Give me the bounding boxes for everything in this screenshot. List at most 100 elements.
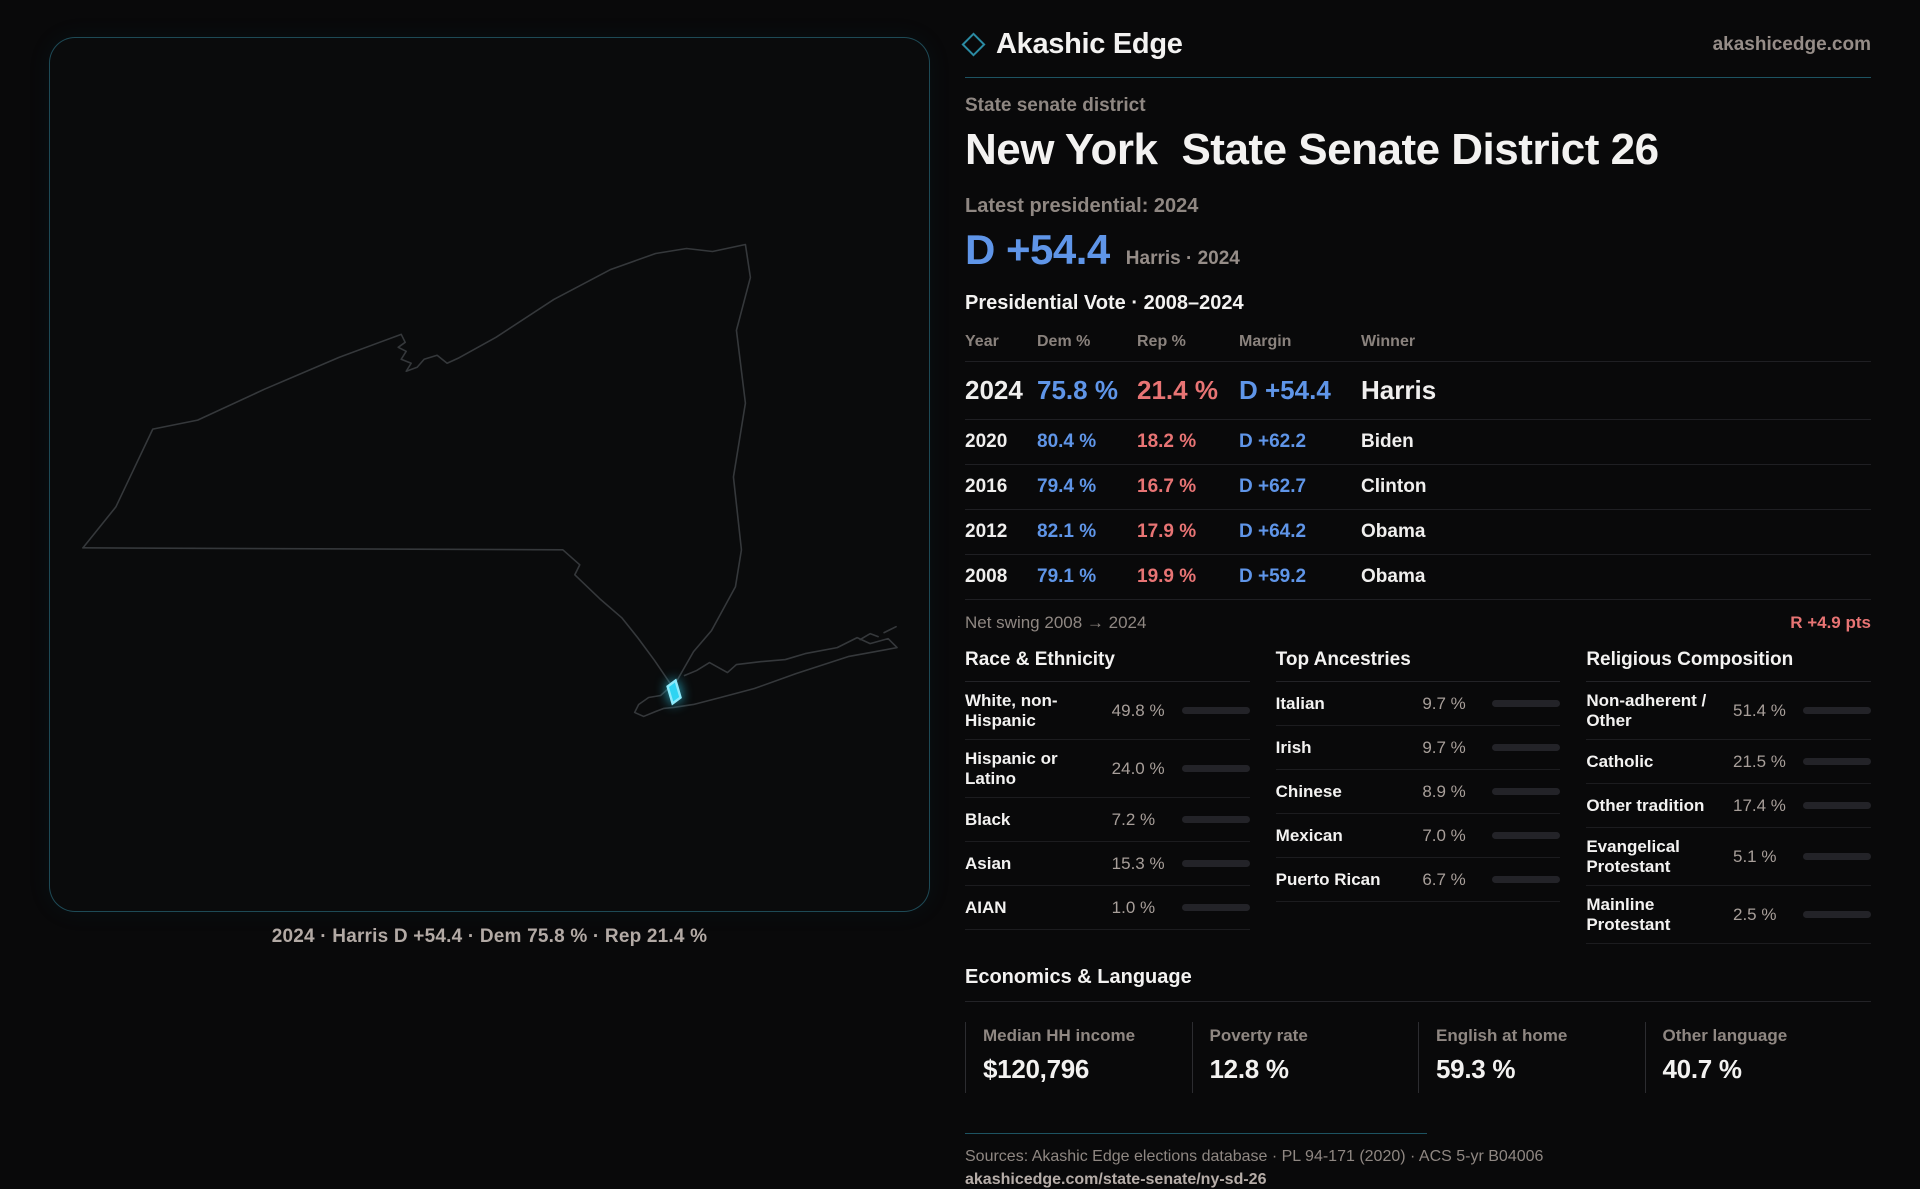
- state-south-border-path: [82, 547, 671, 684]
- demo-label: Evangelical Protestant: [1586, 837, 1680, 876]
- new-york-state-map: [82, 243, 898, 718]
- demo-section-title: Religious Composition: [1586, 649, 1871, 682]
- demo-row: Irish 9.7 %: [1275, 726, 1561, 770]
- cell-dem-pct: 75.8 %: [1037, 375, 1118, 405]
- demo-value: 49.8 %: [1111, 700, 1165, 720]
- cell-dem-pct: 80.4 %: [1037, 431, 1097, 452]
- demo-value: 1.0 %: [1111, 897, 1156, 917]
- demo-section: Race & Ethnicity White, non-Hispanic 49.8 …: [965, 649, 1250, 944]
- demo-bar-track: [1802, 707, 1871, 715]
- long-island-islets-path: [859, 625, 897, 641]
- demo-value: 7.2 %: [1111, 809, 1156, 829]
- vote-row-2016: 2016 79.4 % 16.7 % D +62.7 Clinton: [965, 465, 1871, 510]
- net-swing-label: Net swing 2008 → 2024: [965, 613, 1147, 632]
- col-rep: Rep %: [1137, 333, 1186, 350]
- econ-stat: Poverty rate 12.8 %: [1191, 1022, 1419, 1094]
- cell-margin: D +64.2: [1239, 521, 1307, 542]
- vote-table-body: 2024 75.8 % 21.4 % D +54.4 Harris 2020 80.4 % 1…: [965, 362, 1871, 600]
- demo-value: 21.5 %: [1732, 751, 1786, 771]
- demo-value: 6.7 %: [1422, 869, 1466, 889]
- demo-label: Puerto Rican: [1275, 869, 1381, 889]
- demo-label: Mexican: [1275, 825, 1343, 845]
- demo-label: Asian: [965, 853, 1012, 873]
- district-type-label: State senate district: [965, 95, 1146, 116]
- demo-row: AIAN 1.0 %: [965, 886, 1250, 931]
- demo-section: Top Ancestries Italian 9.7 % Irish 9.7 % Chin…: [1275, 649, 1561, 944]
- state-map-panel: [49, 37, 930, 912]
- demo-value: 7.0 %: [1422, 825, 1466, 845]
- cell-year: 2008: [965, 566, 1008, 587]
- econ-stat-value: $120,796: [983, 1054, 1090, 1085]
- demo-bar-track: [1492, 744, 1561, 751]
- cell-winner: Obama: [1361, 566, 1426, 587]
- latest-presidential-label: Latest presidential: 2024: [965, 195, 1199, 217]
- economics-title: Economics & Language: [965, 966, 1871, 1003]
- demo-label: White, non-Hispanic: [965, 691, 1058, 730]
- demo-bar-track: [1181, 707, 1250, 715]
- cell-year: 2016: [965, 476, 1008, 497]
- demo-bar-track: [1181, 816, 1250, 824]
- net-swing-value: R +4.9 pts: [1790, 613, 1871, 632]
- brand-name: Akashic Edge: [996, 28, 1183, 60]
- econ-stat-value: 40.7 %: [1662, 1054, 1742, 1085]
- state-outline-path: [82, 243, 898, 718]
- cell-margin: D +59.2: [1239, 566, 1307, 587]
- demo-label: Catholic: [1586, 751, 1654, 771]
- demo-bar-track: [1492, 700, 1561, 707]
- demo-value: 9.7 %: [1422, 737, 1466, 757]
- cell-dem-pct: 82.1 %: [1037, 521, 1097, 542]
- demo-bar-track: [1181, 904, 1250, 912]
- econ-stat-value: 12.8 %: [1209, 1054, 1289, 1085]
- page-title: New York State Senate District 26: [965, 125, 1871, 175]
- demo-section-title: Top Ancestries: [1275, 649, 1561, 682]
- demo-row: Other tradition 17.4 %: [1586, 784, 1871, 829]
- col-dem: Dem %: [1037, 333, 1091, 350]
- demo-label: Mainline Protestant: [1586, 895, 1671, 934]
- demo-row: Catholic 21.5 %: [1586, 740, 1871, 785]
- cell-winner: Biden: [1361, 431, 1414, 452]
- demo-value: 2.5 %: [1732, 904, 1777, 924]
- cell-year: 2012: [965, 521, 1008, 542]
- demo-section-title: Race & Ethnicity: [965, 649, 1250, 682]
- demo-label: Non-adherent / Other: [1586, 691, 1707, 730]
- col-year: Year: [965, 333, 999, 350]
- vote-row-2020: 2020 80.4 % 18.2 % D +62.2 Biden: [965, 420, 1871, 465]
- demo-row: Black 7.2 %: [965, 798, 1250, 843]
- cell-rep-pct: 19.9 %: [1137, 566, 1197, 587]
- economics-section: Economics & Language Median HH income $12…: [965, 966, 1871, 1094]
- cell-winner: Obama: [1361, 521, 1426, 542]
- vote-table: Year Dem % Rep % Margin Winner 2024 75.8 …: [965, 327, 1871, 633]
- district-26-highlight[interactable]: [666, 678, 682, 706]
- demo-row: Mainline Protestant 2.5 %: [1586, 886, 1871, 945]
- site-link[interactable]: akashicedge.com: [1712, 33, 1871, 55]
- demo-row: Chinese 8.9 %: [1275, 770, 1561, 814]
- econ-stat-value: 59.3 %: [1436, 1054, 1516, 1085]
- demo-value: 24.0 %: [1111, 758, 1165, 778]
- demo-bar-track: [1802, 802, 1871, 810]
- page-title-region: New York: [965, 125, 1158, 174]
- demo-value: 9.7 %: [1422, 693, 1466, 713]
- cell-rep-pct: 21.4 %: [1137, 375, 1218, 405]
- net-swing-row: Net swing 2008 → 2024 R +4.9 pts: [965, 600, 1871, 633]
- vote-table-title: Presidential Vote · 2008–2024: [965, 292, 1244, 314]
- latest-margin-value: D +54.4: [965, 226, 1110, 273]
- demo-label: Black: [965, 809, 1011, 829]
- cell-rep-pct: 17.9 %: [1137, 521, 1197, 542]
- demo-label: Chinese: [1275, 781, 1342, 801]
- cell-dem-pct: 79.1 %: [1037, 566, 1097, 587]
- vote-table-header: Year Dem % Rep % Margin Winner: [965, 327, 1871, 362]
- demo-value: 15.3 %: [1111, 853, 1165, 873]
- footer-url[interactable]: akashicedge.com/state-senate/ny-sd-26: [965, 1171, 1267, 1189]
- cell-rep-pct: 16.7 %: [1137, 476, 1197, 497]
- demo-label: Italian: [1275, 693, 1325, 713]
- header: Akashic Edge akashicedge.com: [961, 28, 1871, 78]
- cell-winner: Harris: [1361, 375, 1437, 405]
- col-winner: Winner: [1361, 333, 1416, 350]
- cell-margin: D +54.4: [1239, 375, 1331, 405]
- cell-winner: Clinton: [1361, 476, 1427, 497]
- footer-divider: [965, 1133, 1427, 1135]
- vote-row-2012: 2012 82.1 % 17.9 % D +64.2 Obama: [965, 510, 1871, 555]
- demo-row: Italian 9.7 %: [1275, 682, 1561, 726]
- econ-stat-label: Poverty rate: [1209, 1026, 1308, 1046]
- demo-value: 51.4 %: [1732, 700, 1786, 720]
